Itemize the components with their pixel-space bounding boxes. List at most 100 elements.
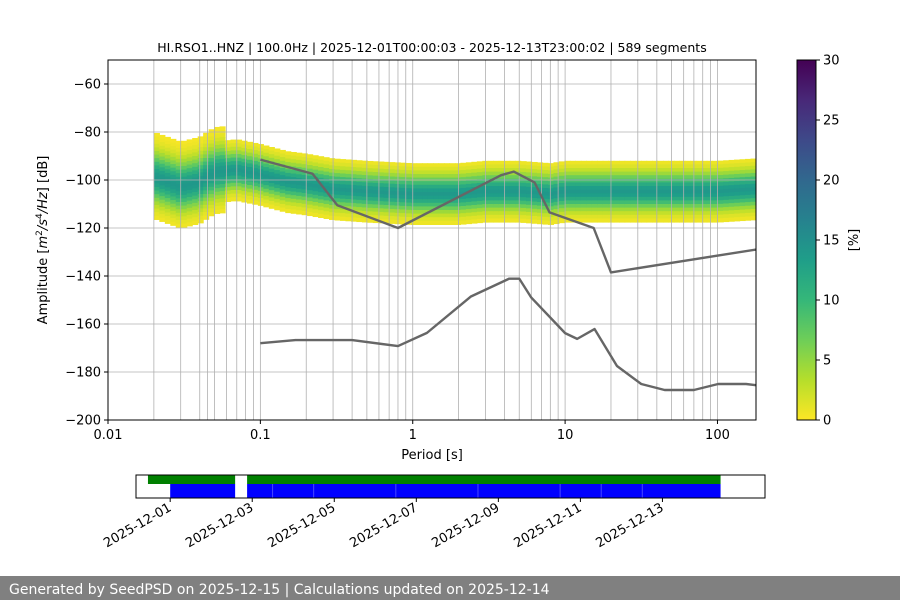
heatmap-cell <box>739 159 746 164</box>
heatmap-cell <box>427 217 434 222</box>
heatmap-cell <box>208 158 215 163</box>
heatmap-cell <box>159 181 166 186</box>
heatmap-cell <box>646 189 653 194</box>
heatmap-cell <box>241 173 248 178</box>
heatmap-cell <box>361 185 368 191</box>
heatmap-cell <box>662 164 670 169</box>
heatmap-cell <box>230 189 237 195</box>
heatmap-cell <box>504 204 511 209</box>
heatmap-cell <box>498 218 505 223</box>
heatmap-cell <box>400 198 407 203</box>
heatmap-cell <box>586 207 593 212</box>
heatmap-cell <box>460 220 467 225</box>
heatmap-cell <box>750 205 756 210</box>
heatmap-cell <box>586 196 593 201</box>
heatmap-cell <box>624 182 631 187</box>
heatmap-cell <box>339 184 347 189</box>
heatmap-cell <box>175 162 182 167</box>
heatmap-cell <box>684 186 691 191</box>
heatmap-cell <box>586 218 593 223</box>
heatmap-cell <box>208 136 215 141</box>
heatmap-cell <box>153 158 160 163</box>
heatmap-cell <box>690 211 697 216</box>
heatmap-cell <box>350 163 357 168</box>
heatmap-cell <box>192 141 199 146</box>
heatmap-cell <box>569 171 576 176</box>
heatmap-cell <box>498 178 505 183</box>
heatmap-cell <box>657 164 664 169</box>
heatmap-cell <box>717 171 724 176</box>
heatmap-cell <box>630 200 637 205</box>
heatmap-cell <box>356 185 363 190</box>
heatmap-cell <box>416 184 423 189</box>
heatmap-cell <box>619 218 626 223</box>
heatmap-cell <box>684 193 691 198</box>
heatmap-cell <box>690 171 697 176</box>
heatmap-cell <box>630 160 637 165</box>
heatmap-cell <box>219 144 226 149</box>
heatmap-cell <box>323 164 330 169</box>
heatmap-cell <box>520 179 527 184</box>
heatmap-cell <box>547 170 555 175</box>
heatmap-cell <box>597 207 604 212</box>
heatmap-cell <box>214 209 221 214</box>
heatmap-cell <box>641 178 648 183</box>
heatmap-cell <box>389 198 396 203</box>
heatmap-cell <box>159 149 166 154</box>
heatmap-cell <box>471 212 478 217</box>
heatmap-cell <box>170 185 177 190</box>
heatmap-cell <box>323 160 330 165</box>
heatmap-cell <box>372 168 379 173</box>
heatmap-cell <box>296 174 303 179</box>
heatmap-cell <box>268 204 275 209</box>
heatmap-cell <box>290 173 297 178</box>
heatmap-cell <box>520 204 527 209</box>
heatmap-cell <box>405 173 412 178</box>
heatmap-cell <box>356 203 363 208</box>
heatmap-cell <box>504 178 511 183</box>
heatmap-cell <box>318 156 325 161</box>
heatmap-cell <box>290 191 297 196</box>
heatmap-cell <box>192 210 199 215</box>
heatmap-cell <box>230 153 237 159</box>
heatmap-cell <box>219 183 226 189</box>
heatmap-cell <box>186 222 193 227</box>
heatmap-cell <box>723 163 730 169</box>
heatmap-cell <box>558 168 566 173</box>
heatmap-cell <box>175 176 182 182</box>
heatmap-cell <box>422 195 429 200</box>
heatmap-cell <box>515 186 522 191</box>
heatmap-cell <box>383 183 390 188</box>
heatmap-cell <box>739 170 746 175</box>
heatmap-cell <box>701 171 708 176</box>
heatmap-cell <box>274 184 281 189</box>
heatmap-cell <box>745 194 752 200</box>
heatmap-cell <box>652 207 659 212</box>
heatmap-cell <box>701 211 708 216</box>
heatmap-cell <box>542 177 549 182</box>
heatmap-cell <box>476 175 483 180</box>
heatmap-cell <box>268 168 275 173</box>
heatmap-cell <box>203 168 210 174</box>
heatmap-cell <box>378 201 385 206</box>
x-axis: 0.01 0.1 1 10 100 <box>94 420 730 443</box>
heatmap-cell <box>367 218 374 223</box>
noise-models <box>260 158 756 392</box>
heatmap-cell <box>153 165 160 170</box>
heatmap-cell <box>307 186 314 191</box>
heatmap-cell <box>164 219 171 224</box>
heatmap-cell <box>186 139 193 144</box>
heatmap-cell <box>558 211 566 216</box>
heatmap-cell <box>329 179 336 184</box>
heatmap-cell <box>739 162 746 168</box>
heatmap-cell <box>246 185 253 190</box>
heatmap-cell <box>465 173 472 178</box>
heatmap-cell <box>350 159 357 165</box>
heatmap-cell <box>575 218 582 223</box>
heatmap-cell <box>723 189 730 194</box>
heatmap-cell <box>192 181 199 186</box>
heatmap-cell <box>673 186 680 191</box>
heatmap-cell <box>526 168 533 173</box>
heatmap-cell <box>361 167 368 173</box>
heatmap-cell <box>170 182 177 187</box>
